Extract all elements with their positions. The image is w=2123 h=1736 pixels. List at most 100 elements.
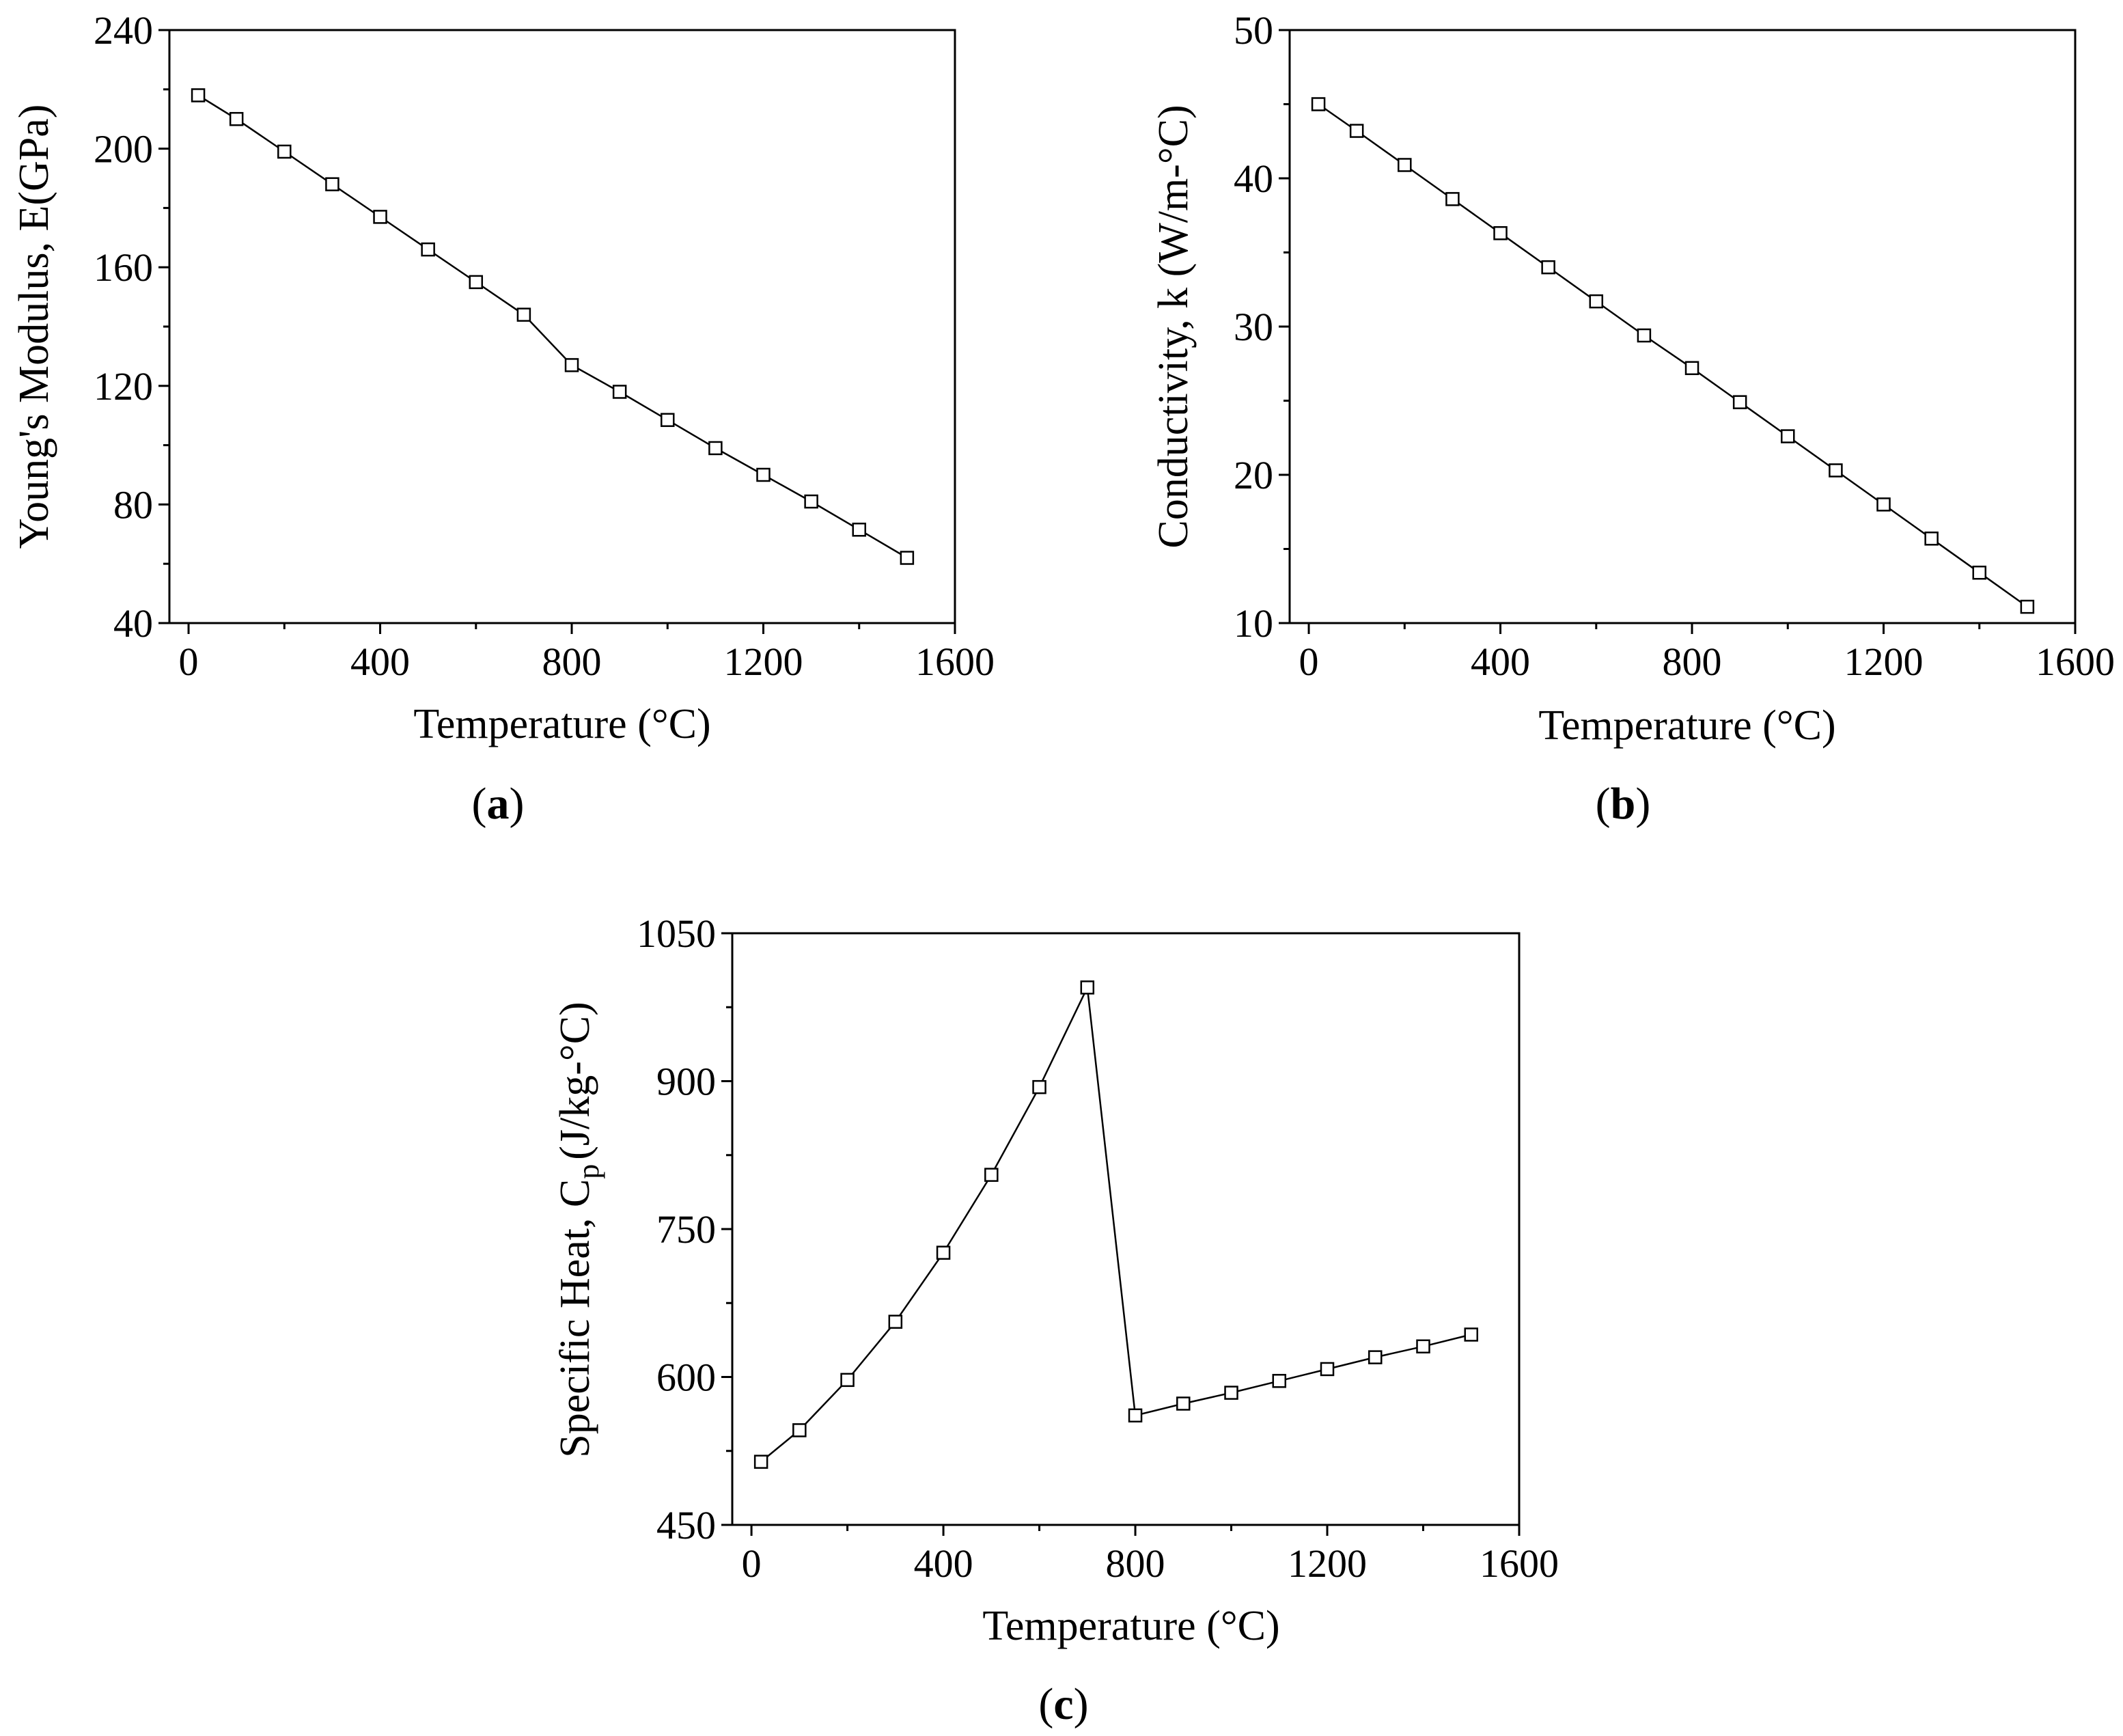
panel-a-x-ticks: 0 400 800 1200 1600	[179, 623, 995, 684]
panel-a-data-point	[756, 467, 771, 482]
panel-a-data-point	[516, 307, 531, 322]
panel-a-x-tick-label: 0	[179, 639, 199, 684]
panel-b-data-point	[1637, 328, 1652, 343]
panel-b-data-point	[1732, 395, 1747, 409]
panel-b-y-tick-label: 50	[1234, 8, 1273, 53]
panel-c-y-tick-label: 450	[656, 1503, 716, 1547]
panel-b-data-point	[1781, 429, 1795, 443]
panel-b-data-point	[1829, 463, 1843, 478]
panel-a-y-ticks: 40 80 120 160 200 240	[94, 8, 169, 646]
panel-c-data-point	[1320, 1362, 1335, 1377]
panel-b-x-tick-label: 800	[1663, 639, 1722, 684]
panel-b-x-tick-label: 1200	[1844, 639, 1924, 684]
panel-a-x-tick-label: 1600	[915, 639, 995, 684]
panel-b-data-point	[1589, 294, 1604, 309]
panel-c-letter: c	[1053, 1679, 1073, 1729]
panel-c-data-point	[1368, 1350, 1383, 1364]
panel-c-data-point	[1272, 1374, 1287, 1388]
panel-c-x-axis-title: Temperature (°C)	[982, 1603, 1279, 1649]
panel-c-series	[753, 980, 1479, 1469]
panel-c-data-point	[1032, 1079, 1046, 1094]
panel-c-panel-label: (c)	[1038, 1679, 1088, 1729]
panel-c-y-ticks: 450 600 750 900 1050	[637, 911, 732, 1547]
panel-a-data-point	[804, 494, 818, 509]
panel-b-data-point	[1349, 124, 1364, 138]
panel-a-data-point	[325, 177, 339, 191]
panel-a-y-tick-label: 240	[94, 8, 153, 53]
panel-a-x-tick-label: 800	[542, 639, 602, 684]
panel-b-data-point	[1493, 226, 1508, 240]
panel-b-data-point	[1684, 361, 1699, 376]
panel-b-y-tick-label: 30	[1234, 305, 1273, 349]
panel-a-y-tick-label: 160	[94, 245, 153, 290]
panel-b-data-point	[1398, 158, 1412, 172]
panel-c-data-point	[984, 1168, 999, 1182]
panel-a-series	[191, 88, 915, 565]
panel-b-series-line	[1318, 103, 2028, 608]
panel-c-data-point	[936, 1245, 951, 1260]
panel-c-x-tick-label: 400	[914, 1541, 973, 1586]
panel-b-x-tick-label: 1600	[2036, 639, 2115, 684]
panel-a-panel-label: (a)	[472, 779, 525, 829]
panel-a-data-point	[900, 551, 915, 565]
panel-b-y-ticks: 10 20 30 40 50	[1234, 8, 1290, 646]
panel-c-data-point	[888, 1314, 903, 1329]
panel-c-data-point	[1224, 1386, 1238, 1400]
panel-b-x-ticks: 0 400 800 1200 1600	[1299, 623, 2115, 684]
panel-c-data-point	[1416, 1339, 1430, 1354]
panel-c-y-axis-title-main: Specific Heat, C	[552, 1179, 598, 1458]
panel-c-specific-heat-chart: 0 400 800 1200 1600 450 600 750 900 1050 Tempera…	[552, 911, 1559, 1729]
panel-a-data-point	[661, 413, 675, 427]
panel-b-series	[1311, 97, 2035, 614]
panel-b-y-tick-label: 10	[1234, 601, 1273, 646]
panel-b-data-point	[1924, 532, 1939, 546]
panel-a-data-point	[421, 242, 435, 257]
panel-b-data-point	[1972, 565, 1987, 580]
panel-c-y-axis-title-units: (J/kg-°C)	[552, 1002, 598, 1159]
panel-c-y-tick-label: 1050	[637, 911, 716, 956]
panel-b-data-point	[1876, 497, 1891, 512]
panel-a-x-tick-label: 400	[350, 639, 410, 684]
panel-a-data-point	[191, 88, 206, 102]
panel-b-data-point	[1311, 97, 1326, 111]
panel-a-data-point	[229, 111, 244, 126]
panel-c-x-tick-label: 1200	[1288, 1541, 1367, 1586]
panel-c-data-point	[1464, 1327, 1479, 1342]
panel-a-y-tick-label: 200	[94, 127, 153, 171]
panel-b-data-point	[1541, 260, 1555, 275]
panel-c-x-ticks: 0 400 800 1200 1600	[742, 1525, 1559, 1586]
panel-a-x-tick-label: 1200	[724, 639, 803, 684]
panel-c-data-point	[753, 1455, 768, 1469]
panel-a-data-point	[373, 210, 387, 224]
panel-b-data-point	[1445, 192, 1460, 206]
panel-a-data-point	[612, 385, 627, 399]
panel-c-y-tick-label: 900	[656, 1060, 716, 1104]
panel-a-data-point	[852, 523, 867, 537]
panel-c-x-tick-label: 1600	[1480, 1541, 1559, 1586]
panel-c-x-tick-label: 0	[742, 1541, 762, 1586]
panel-b-y-tick-label: 20	[1234, 453, 1273, 497]
panel-a-y-tick-label: 80	[113, 482, 153, 527]
panel-c-data-point	[1176, 1396, 1191, 1411]
panel-a-y-tick-label: 40	[113, 601, 153, 646]
panel-c-y-tick-label: 750	[656, 1207, 716, 1252]
panel-b-x-axis-title: Temperature (°C)	[1538, 702, 1835, 749]
panel-c-data-point	[1128, 1408, 1143, 1423]
panel-a-data-point	[469, 275, 484, 290]
panel-b-conductivity-chart: 0 400 800 1200 1600 10 20 30 40 50 Temperature (…	[1150, 8, 2115, 829]
panel-b-x-tick-label: 0	[1299, 639, 1319, 684]
panel-b-y-axis-title: Conductivity, k (W/m-°C)	[1150, 105, 1197, 548]
panel-b-data-point	[2020, 599, 2035, 614]
panel-a-letter: a	[487, 779, 510, 829]
panel-c-series-line	[760, 984, 1472, 1463]
panel-a-youngs-modulus-chart: 0 400 800 1200 1600 40 80 120 160 200 240 Tempera…	[11, 8, 995, 829]
panel-a-data-point	[277, 144, 292, 159]
panel-a-x-axis-title: Temperature (°C)	[413, 701, 710, 747]
panel-c-x-tick-label: 800	[1106, 1541, 1165, 1586]
panel-b-y-tick-label: 40	[1234, 156, 1273, 201]
panel-c-data-point	[792, 1423, 807, 1437]
panel-c-y-tick-label: 600	[656, 1355, 716, 1400]
panel-a-series-line	[197, 94, 908, 559]
